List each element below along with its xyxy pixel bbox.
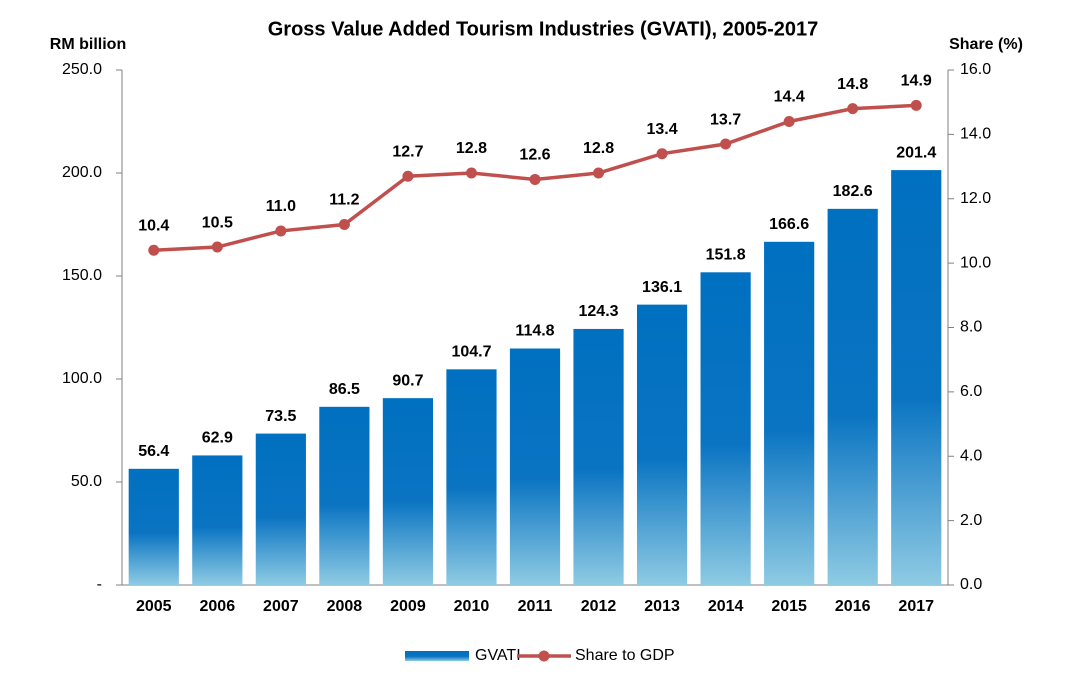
- bar: [446, 369, 497, 585]
- bar: [573, 328, 624, 585]
- x-tick-label: 2016: [835, 598, 871, 615]
- chart-title: Gross Value Added Tourism Industries (GV…: [268, 18, 819, 40]
- x-tick-label: 2017: [898, 598, 934, 615]
- line-value-label: 12.6: [519, 147, 550, 164]
- x-tick-label: 2009: [390, 598, 426, 615]
- y2-tick-label: 4.0: [960, 447, 982, 464]
- line-value-label: 12.8: [456, 140, 487, 157]
- y-tick-label: -: [97, 576, 102, 593]
- bar-value-label: 90.7: [392, 372, 423, 389]
- y-axis-title: RM billion: [50, 36, 126, 53]
- line-value-label: 14.4: [774, 89, 805, 106]
- line-marker: [656, 148, 668, 160]
- y2-tick-label: 16.0: [960, 61, 991, 78]
- bar-value-label: 56.4: [138, 443, 169, 460]
- y2-tick-label: 12.0: [960, 190, 991, 207]
- x-tick-label: 2010: [454, 598, 490, 615]
- bar-value-label: 201.4: [896, 144, 936, 161]
- bar-value-label: 166.6: [769, 216, 809, 233]
- y2-tick-label: 8.0: [960, 319, 982, 336]
- line-marker: [148, 244, 160, 256]
- y2-tick-label: 2.0: [960, 512, 982, 529]
- bar: [255, 433, 306, 585]
- bar-value-label: 182.6: [833, 183, 873, 200]
- line-marker: [211, 241, 223, 253]
- bar-value-label: 104.7: [451, 344, 491, 361]
- x-tick-label: 2005: [136, 598, 172, 615]
- line-marker: [465, 167, 477, 179]
- y2-tick-label: 0.0: [960, 576, 982, 593]
- bar-value-label: 124.3: [579, 303, 619, 320]
- line-marker: [847, 103, 859, 115]
- x-tick-label: 2008: [327, 598, 363, 615]
- bar-value-label: 151.8: [706, 247, 746, 264]
- line-value-label: 12.8: [583, 140, 614, 157]
- line-value-label: 14.8: [837, 76, 868, 93]
- bar-value-label: 86.5: [329, 381, 360, 398]
- line-value-label: 11.0: [266, 198, 296, 215]
- line-value-label: 10.5: [202, 214, 233, 231]
- line-marker: [402, 170, 414, 182]
- line-value-label: 14.9: [901, 73, 932, 90]
- bar-value-label: 73.5: [265, 408, 296, 425]
- y-tick-label: 150.0: [62, 267, 102, 284]
- x-tick-label: 2012: [581, 598, 617, 615]
- line-value-label: 12.7: [392, 143, 423, 160]
- line-marker: [338, 219, 350, 230]
- line-value-label: 11.2: [329, 192, 359, 209]
- x-tick-label: 2013: [644, 598, 680, 615]
- x-tick-label: 2007: [263, 598, 299, 615]
- line-value-label: 13.4: [647, 121, 678, 138]
- line-marker: [275, 225, 287, 237]
- legend-label: GVATI: [475, 647, 521, 664]
- legend-swatch: [405, 651, 469, 661]
- bar-value-label: 136.1: [642, 279, 682, 296]
- y2-axis-title: Share (%): [949, 36, 1023, 53]
- y2-tick-label: 6.0: [960, 383, 982, 400]
- line-marker: [529, 173, 541, 185]
- bar: [891, 170, 942, 585]
- y2-tick-label: 10.0: [960, 254, 991, 271]
- bar-value-label: 114.8: [515, 323, 554, 340]
- bar: [319, 406, 370, 585]
- bar: [509, 348, 561, 585]
- bar-value-label: 62.9: [202, 430, 233, 447]
- legend-label: Share to GDP: [575, 647, 675, 664]
- x-tick-label: 2014: [708, 598, 744, 615]
- legend-marker: [538, 650, 550, 662]
- x-tick-label: 2011: [518, 598, 553, 615]
- y-tick-label: 250.0: [62, 61, 102, 78]
- line-value-label: 13.7: [710, 111, 741, 128]
- y-tick-label: 100.0: [62, 370, 102, 387]
- bar: [827, 208, 878, 585]
- y-tick-label: 200.0: [62, 164, 102, 181]
- x-tick-label: 2015: [771, 598, 807, 615]
- line-marker: [720, 138, 732, 150]
- bar: [128, 468, 179, 585]
- bar: [636, 304, 688, 585]
- bar: [192, 455, 243, 585]
- line-marker: [783, 116, 795, 127]
- bar: [764, 241, 815, 585]
- bar: [382, 398, 434, 585]
- x-tick-label: 2006: [200, 598, 236, 615]
- y2-tick-label: 14.0: [960, 126, 991, 143]
- line-marker: [910, 99, 922, 111]
- line-value-label: 10.4: [138, 217, 169, 234]
- y-tick-label: 50.0: [71, 473, 102, 490]
- bar: [700, 272, 751, 585]
- line-marker: [593, 167, 605, 179]
